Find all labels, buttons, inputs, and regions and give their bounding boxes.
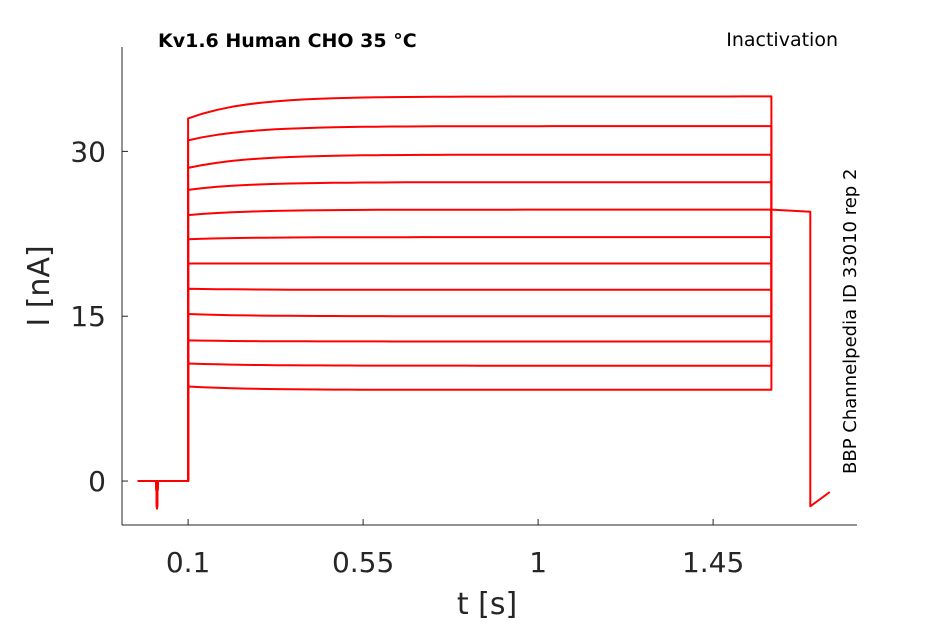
sweep-trace <box>137 125 773 510</box>
chart-title: Kv1.6 Human CHO 35 °C <box>158 30 417 52</box>
x-tick-label: 0.55 <box>332 546 394 579</box>
y-tick-label: 0 <box>88 465 106 498</box>
dataset-id-label: BBP Channelpedia ID 33010 rep 2 <box>840 169 861 474</box>
sweep-trace <box>137 209 773 510</box>
y-axis-label: I [nA] <box>22 245 57 326</box>
sweep-trace <box>137 209 773 510</box>
sweep-trace <box>137 153 773 510</box>
y-tick-label: 15 <box>70 300 106 333</box>
x-tick-label: 1 <box>529 546 547 579</box>
sweep-trace <box>137 209 773 510</box>
sweep-trace <box>137 209 773 510</box>
x-tick-label: 0.1 <box>166 546 211 579</box>
current-traces <box>137 95 831 510</box>
sweep-trace <box>137 209 773 510</box>
y-ticks: 0 15 30 <box>70 135 128 498</box>
sweep-trace <box>137 181 773 510</box>
axes <box>121 47 857 526</box>
sweep-trace <box>137 208 772 510</box>
y-tick-label: 30 <box>70 135 106 168</box>
sweep-trace <box>137 95 831 510</box>
sweep-trace <box>137 209 773 510</box>
x-ticks: 0.1 0.55 1 1.45 <box>166 519 744 579</box>
x-tick-label: 1.45 <box>682 546 744 579</box>
sweep-trace <box>137 209 773 510</box>
protocol-label: Inactivation <box>726 29 838 51</box>
x-axis-label: t [s] <box>457 587 517 622</box>
